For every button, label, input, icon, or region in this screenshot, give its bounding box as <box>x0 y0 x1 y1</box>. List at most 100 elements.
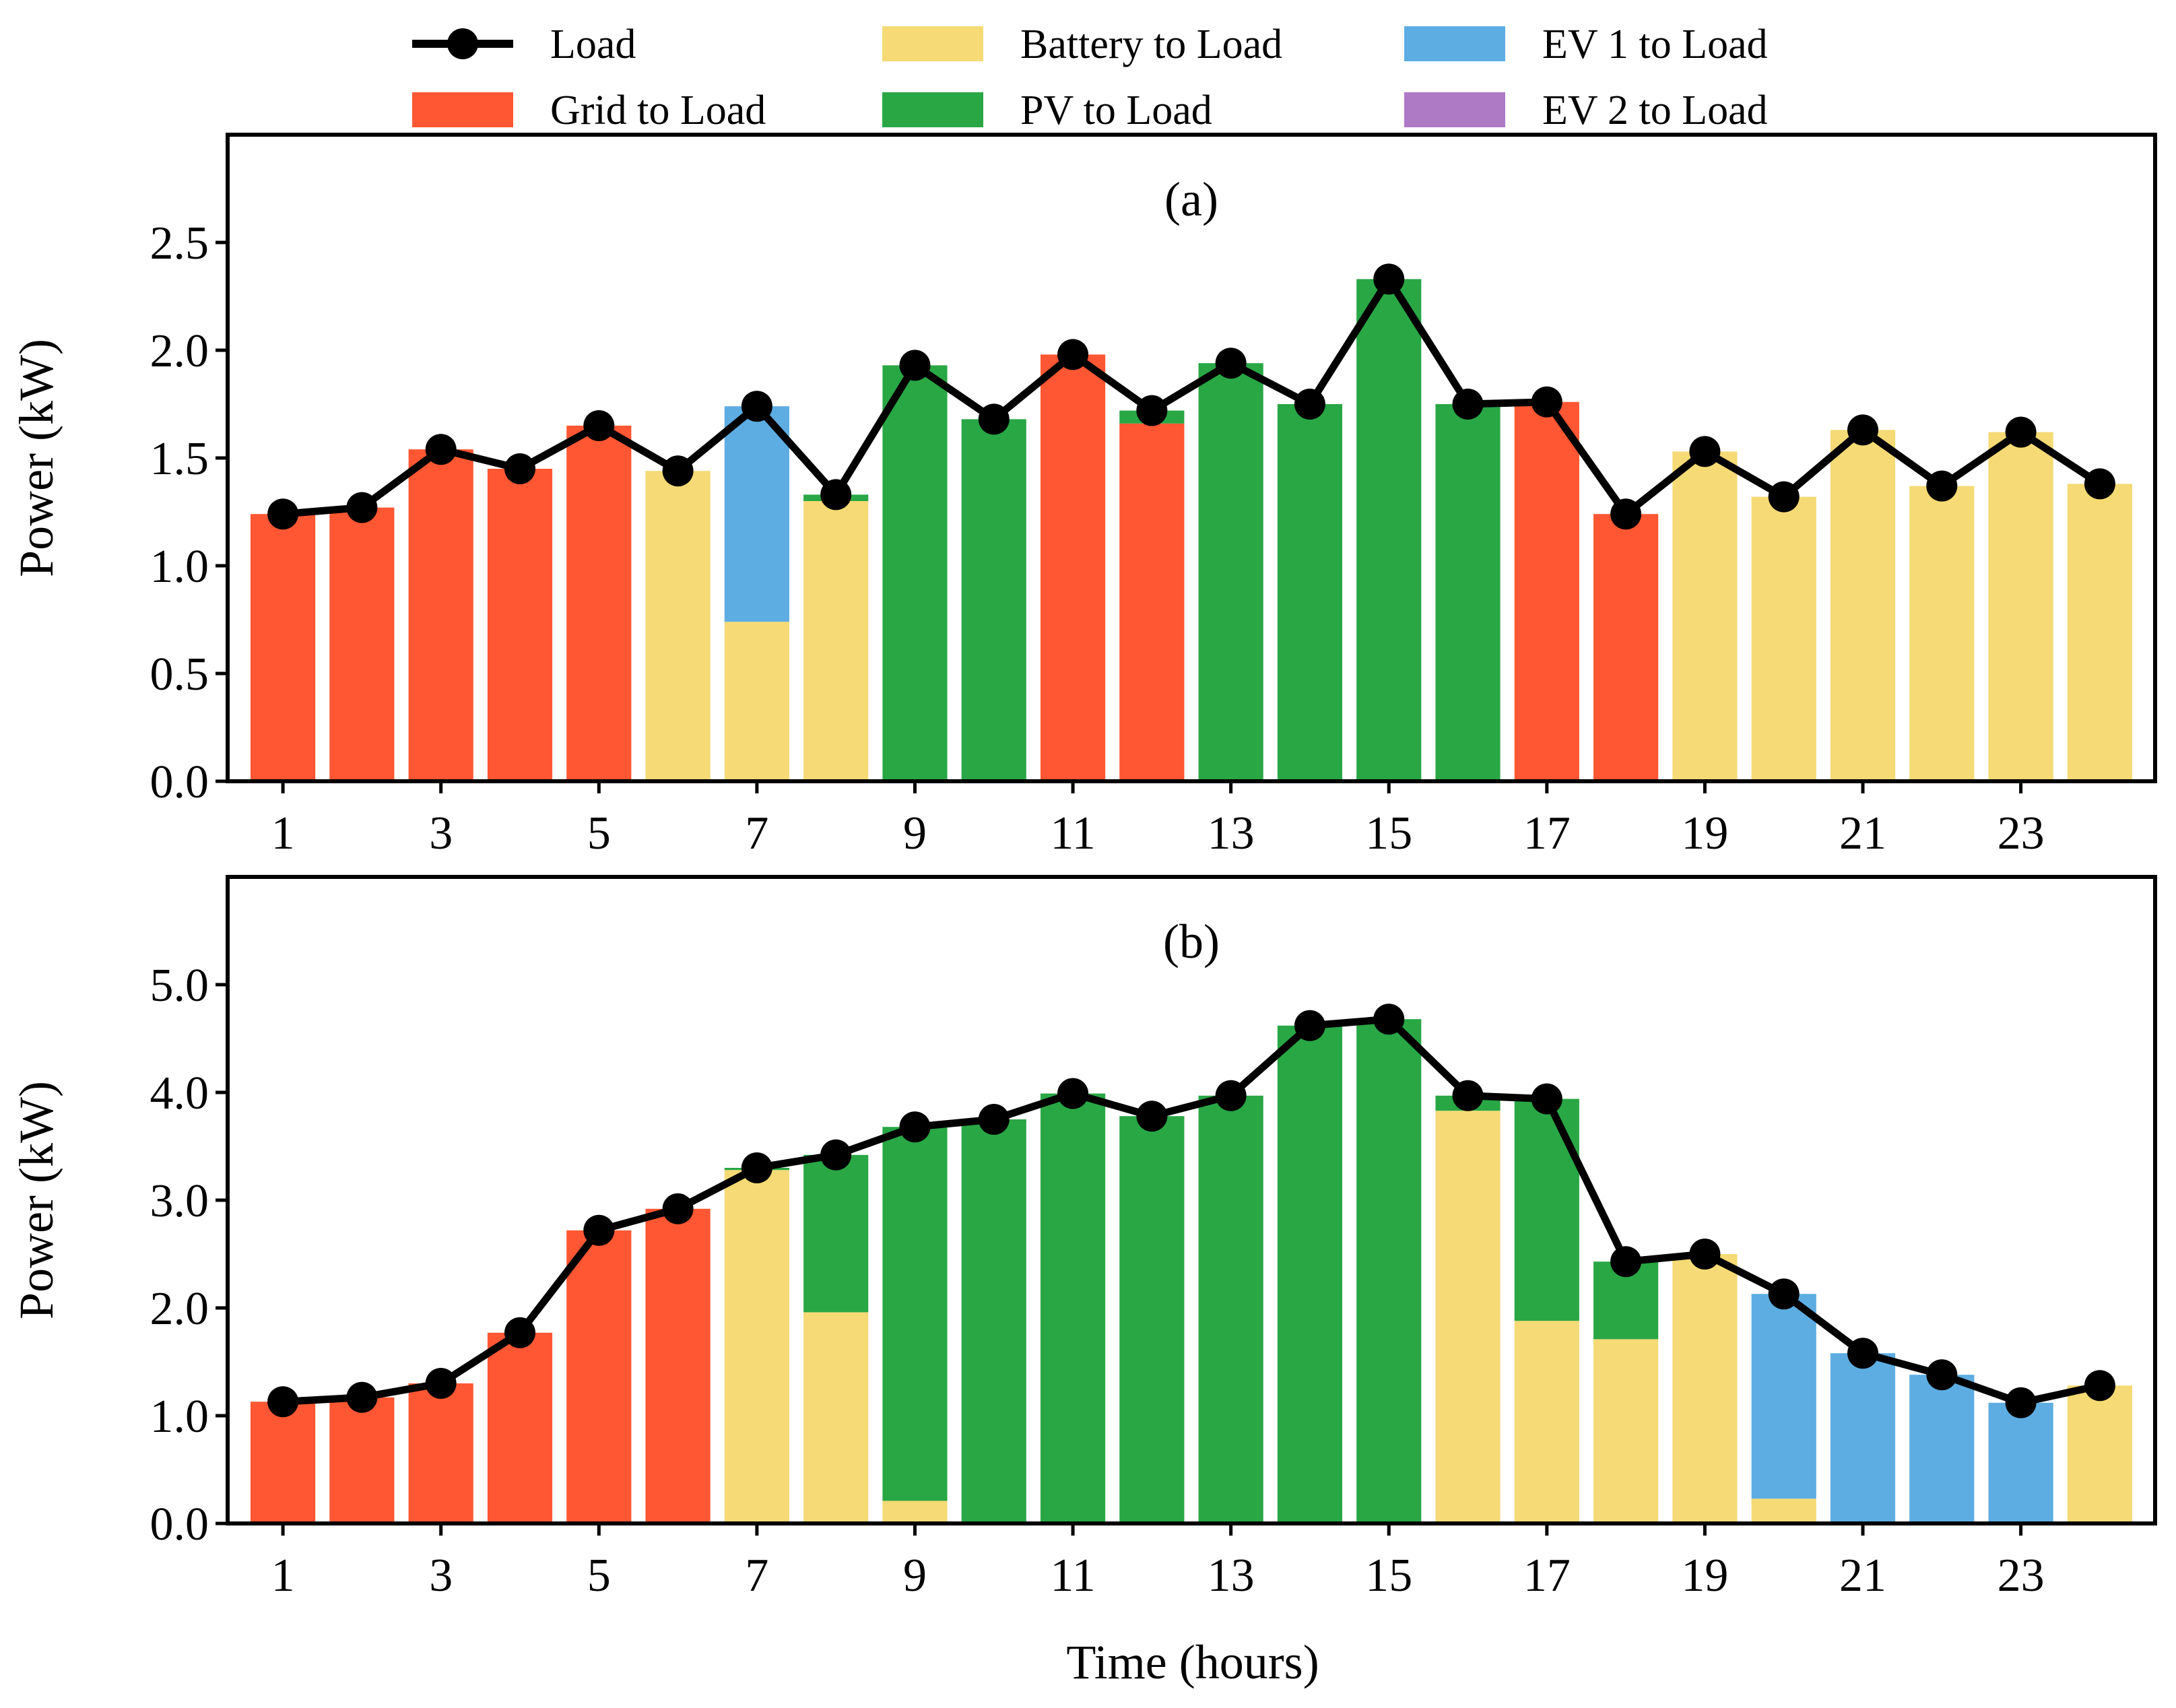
load-point-h15 <box>1373 263 1405 295</box>
legend-item-grid: Grid to Load <box>412 88 766 133</box>
legend-item-load: Load <box>412 22 636 67</box>
bar-battery-h23 <box>1988 432 2053 781</box>
load-point-h10 <box>978 403 1010 435</box>
x-tick-label: 19 <box>1681 1550 1728 1602</box>
bar-grid-h5 <box>566 426 632 781</box>
bars <box>251 1019 2132 1523</box>
bar-grid-h4 <box>487 1332 553 1523</box>
bar-battery-h20 <box>1751 1499 1816 1523</box>
load-point-h8 <box>820 1139 852 1171</box>
x-tick-label: 1 <box>271 808 295 859</box>
bar-ev1-h22 <box>1909 1375 1975 1523</box>
y-tick-label: 4.0 <box>150 1068 209 1119</box>
legend-label-ev2: EV 2 to Load <box>1542 88 1768 133</box>
legend-item-battery: Battery to Load <box>882 22 1282 67</box>
legend-swatch-battery <box>882 26 983 61</box>
y-tick-label: 1.0 <box>150 541 209 593</box>
bar-grid-h18 <box>1593 514 1659 781</box>
load-point-h6 <box>662 455 694 487</box>
bar-battery-h19 <box>1672 1254 1738 1523</box>
load-point-h16 <box>1452 1080 1484 1111</box>
legend-swatch-grid <box>412 92 513 127</box>
bar-battery-h18 <box>1593 1339 1659 1523</box>
legend-swatch-pv <box>882 92 983 127</box>
bar-grid-h12 <box>1119 423 1185 781</box>
load-point-h1 <box>267 498 299 530</box>
legend-label-pv: PV to Load <box>1020 88 1212 133</box>
load-point-h12 <box>1136 395 1168 426</box>
bar-battery-h16 <box>1435 1111 1501 1523</box>
panel-title: (b) <box>1163 915 1220 968</box>
bar-grid-h3 <box>408 1383 473 1523</box>
legend-label-battery: Battery to Load <box>1020 22 1282 67</box>
panel-b: 0.01.02.03.04.05.01 3 5 7 9 11 13 15 17 19 21 23(b)… <box>9 875 2157 1602</box>
x-tick-label: 9 <box>903 808 927 859</box>
bar-pv-h8 <box>803 1154 869 1313</box>
load-line <box>282 1015 2101 1407</box>
panel-title: (a) <box>1164 172 1218 226</box>
load-point-h16 <box>1452 389 1484 420</box>
bar-battery-h17 <box>1514 1321 1579 1523</box>
bars <box>251 279 2132 781</box>
bar-grid-h1 <box>251 514 316 781</box>
bar-battery-h8 <box>803 501 869 781</box>
bar-ev1-h20 <box>1751 1294 1816 1499</box>
bar-grid-h2 <box>329 1397 395 1523</box>
load-point-h10 <box>978 1104 1010 1135</box>
x-axis: 1 3 5 7 9 11 13 15 17 19 21 23 <box>271 781 2045 859</box>
load-point-h3 <box>425 434 457 465</box>
y-tick-label: 1.5 <box>150 433 209 485</box>
bar-grid-h4 <box>487 469 553 781</box>
load-point-h2 <box>346 492 378 523</box>
bar-battery-h6 <box>645 471 711 781</box>
load-point-h14 <box>1294 1010 1325 1041</box>
bar-grid-h2 <box>329 507 395 781</box>
y-axis: 0.0 1.0 2.0 3.0 4.0 5.0 <box>150 960 228 1550</box>
bar-battery-h21 <box>1830 430 1896 781</box>
x-tick-label: 13 <box>1208 808 1255 859</box>
load-point-h20 <box>1768 481 1800 513</box>
load-point-h22 <box>1926 470 1958 502</box>
bar-ev1-h7 <box>724 406 789 622</box>
bar-pv-h10 <box>961 1119 1026 1523</box>
load-point-h23 <box>2005 416 2037 448</box>
legend-label-load: Load <box>550 22 636 67</box>
x-tick-label: 15 <box>1365 1550 1412 1602</box>
load-point-h6 <box>662 1193 694 1224</box>
x-tick-label: 13 <box>1208 1550 1255 1602</box>
y-tick-label: 0.5 <box>150 649 209 700</box>
load-line <box>282 275 2102 518</box>
x-tick-label: 7 <box>745 1550 768 1602</box>
x-tick-label: 21 <box>1839 808 1886 859</box>
load-point-h4 <box>504 1317 535 1348</box>
bar-battery-h7 <box>724 1170 789 1523</box>
bar-grid-h5 <box>566 1230 632 1523</box>
bar-pv-h10 <box>961 419 1026 781</box>
load-point-h21 <box>1847 1338 1879 1369</box>
load-point-h23 <box>2005 1387 2037 1418</box>
x-tick-label: 15 <box>1365 808 1412 859</box>
load-point-h13 <box>1215 1080 1247 1111</box>
bar-pv-h12 <box>1119 1116 1185 1523</box>
y-tick-label: 0.0 <box>150 756 209 808</box>
load-point-h24 <box>2084 468 2115 500</box>
bar-grid-h1 <box>251 1402 316 1523</box>
y-tick-label: 2.5 <box>150 218 209 269</box>
bar-ev1-h21 <box>1830 1353 1896 1523</box>
bar-pv-h13 <box>1198 363 1263 781</box>
bar-battery-h22 <box>1909 486 1975 781</box>
load-point-h17 <box>1531 1083 1562 1115</box>
load-point-h7 <box>741 1152 772 1183</box>
load-point-h17 <box>1531 386 1562 418</box>
legend-marker-load <box>447 28 478 59</box>
bar-pv-h14 <box>1277 404 1343 781</box>
load-point-h18 <box>1610 498 1642 530</box>
load-point-h1 <box>267 1386 299 1418</box>
y-tick-label: 2.0 <box>150 1283 209 1335</box>
bar-battery-h7 <box>724 622 789 781</box>
load-point-h22 <box>1926 1359 1958 1391</box>
legend-label-grid: Grid to Load <box>550 88 766 133</box>
x-tick-label: 21 <box>1839 1550 1886 1602</box>
load-point-h2 <box>346 1381 378 1413</box>
